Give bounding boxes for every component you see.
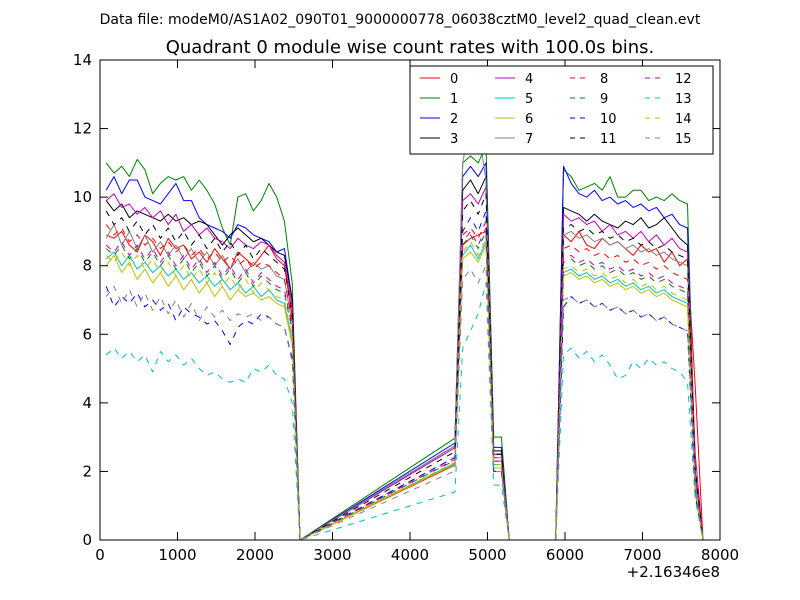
legend-label-12: 12 <box>675 72 692 87</box>
series-line-8 <box>105 220 704 540</box>
y-tick-label: 2 <box>82 462 92 480</box>
legend-label-9: 9 <box>600 92 608 107</box>
x-tick-label: 3000 <box>313 546 351 564</box>
x-tick-label: 8000 <box>701 546 739 564</box>
legend-label-1: 1 <box>450 92 458 107</box>
legend-label-7: 7 <box>525 132 533 147</box>
y-tick-label: 4 <box>82 394 92 412</box>
y-tick-label: 14 <box>73 51 92 69</box>
legend-label-14: 14 <box>675 112 692 127</box>
y-tick-label: 8 <box>82 257 92 275</box>
x-tick-label: 2000 <box>236 546 274 564</box>
series-line-15 <box>105 265 704 540</box>
legend-label-6: 6 <box>525 112 533 127</box>
legend-label-0: 0 <box>450 72 458 87</box>
series-line-11 <box>105 193 704 540</box>
series-line-2 <box>105 162 704 540</box>
x-tick-label: 7000 <box>623 546 661 564</box>
legend-label-4: 4 <box>525 72 533 87</box>
series-layer <box>105 117 704 540</box>
legend-label-8: 8 <box>600 72 608 87</box>
legend-label-11: 11 <box>600 132 617 147</box>
legend-label-15: 15 <box>675 132 692 147</box>
x-tick-label: 6000 <box>546 546 584 564</box>
series-line-12 <box>105 227 704 540</box>
series-line-13 <box>105 282 704 540</box>
x-offset-label: +2.16346e8 <box>627 563 720 581</box>
y-tick-label: 10 <box>73 188 92 206</box>
y-tick-label: 12 <box>73 120 92 138</box>
x-tick-label: 5000 <box>468 546 506 564</box>
x-tick-label: 4000 <box>391 546 429 564</box>
legend-label-3: 3 <box>450 132 458 147</box>
series-line-1 <box>105 145 704 540</box>
x-tick-label: 1000 <box>158 546 196 564</box>
chart-title: Quadrant 0 module wise count rates with … <box>166 37 655 58</box>
legend-label-2: 2 <box>450 112 458 127</box>
axis-ticks: 0 1000 2000 3000 4000 5000 6000 7000 80000246810… <box>73 51 739 564</box>
legend-label-13: 13 <box>675 92 692 107</box>
series-line-9 <box>105 230 704 540</box>
series-line-7 <box>105 117 704 540</box>
series-line-4 <box>105 186 704 540</box>
series-line-6 <box>105 244 704 540</box>
legend-box <box>409 65 714 155</box>
x-tick-label: 0 <box>95 546 105 564</box>
chart-suptitle: Data file: modeM0/AS1A02_090T01_90000007… <box>100 12 701 28</box>
legend-label-5: 5 <box>525 92 533 107</box>
y-tick-label: 6 <box>82 325 92 343</box>
y-tick-label: 0 <box>82 531 92 549</box>
series-line-14 <box>105 237 704 540</box>
series-line-10 <box>105 210 704 540</box>
legend-label-10: 10 <box>600 112 617 127</box>
